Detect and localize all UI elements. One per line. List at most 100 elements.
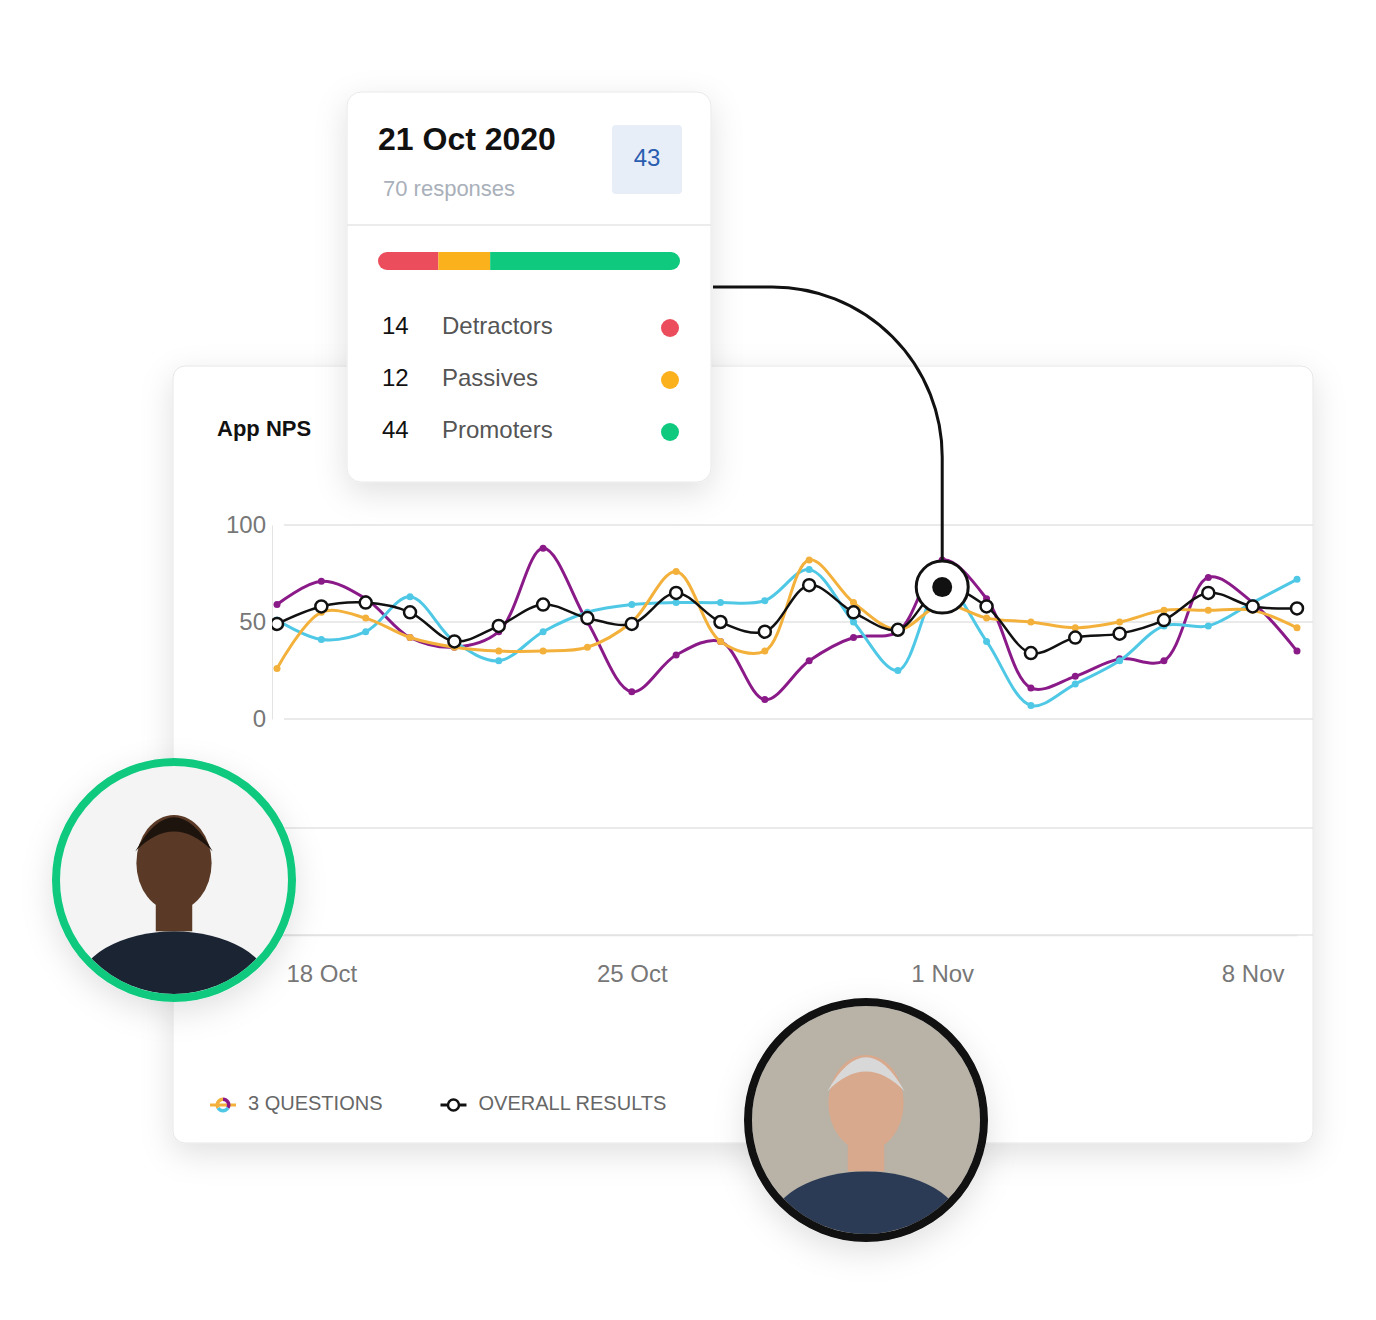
legend-swatch	[210, 1104, 236, 1107]
point	[806, 556, 813, 563]
score: 43	[634, 144, 661, 171]
legend-item: 3 QUESTIONS	[210, 1092, 382, 1114]
point	[448, 635, 460, 647]
connector	[713, 287, 942, 560]
legend-swatch	[217, 1107, 230, 1112]
grid-line	[284, 718, 1313, 720]
point	[1116, 657, 1123, 664]
point	[714, 616, 726, 628]
point	[1294, 576, 1301, 583]
point	[493, 620, 505, 632]
point	[495, 657, 502, 664]
point	[272, 618, 283, 630]
point	[1291, 602, 1303, 614]
point	[1205, 607, 1212, 614]
x-axis: 18 Oct 25 Oct 1 Nov 8 Nov	[278, 935, 1298, 987]
point	[1072, 673, 1079, 680]
point	[274, 601, 281, 608]
row-dot	[661, 371, 679, 389]
point	[1158, 614, 1170, 626]
bar-segment	[490, 252, 680, 270]
point	[806, 657, 813, 664]
legend-swatch	[448, 1100, 459, 1111]
series-line	[277, 570, 1297, 706]
point	[848, 606, 860, 618]
portrait	[744, 998, 988, 1285]
score-box	[612, 125, 682, 194]
portrait	[52, 758, 296, 1045]
point	[362, 615, 369, 622]
row-label: Passives	[442, 364, 538, 391]
point	[850, 634, 857, 641]
point	[892, 624, 904, 636]
legend-label: 3 QUESTIONS	[248, 1092, 382, 1114]
point	[495, 648, 502, 655]
point	[407, 634, 414, 641]
x-tick: 25 Oct	[597, 935, 668, 987]
y-tick-label: 50	[239, 608, 266, 635]
y-axis: 0 50 100	[226, 511, 273, 732]
point	[274, 665, 281, 672]
portrait-ring	[56, 762, 292, 998]
point	[362, 628, 369, 635]
row-value: 44	[382, 416, 409, 443]
y-tick: 100	[226, 511, 272, 538]
highlight-dot	[932, 577, 952, 597]
point	[983, 638, 990, 645]
point	[673, 651, 680, 658]
x-tick-label: 1 Nov	[911, 960, 974, 987]
point	[540, 648, 547, 655]
series-line	[277, 548, 1297, 699]
row-label: Detractors	[442, 312, 553, 339]
point	[404, 606, 416, 618]
point	[537, 599, 549, 611]
legend-label: OVERALL RESULTS	[478, 1092, 666, 1114]
point	[894, 667, 901, 674]
point	[1205, 622, 1212, 629]
row-dot	[661, 423, 679, 441]
row-value: 14	[382, 312, 409, 339]
point	[1160, 657, 1167, 664]
row-value: 12	[382, 364, 409, 391]
plot-area	[272, 545, 1303, 709]
portrait-hair	[135, 817, 213, 851]
point	[673, 568, 680, 575]
distribution-bar	[378, 252, 680, 270]
point	[981, 600, 993, 612]
point	[761, 597, 768, 604]
point	[1072, 681, 1079, 688]
point	[761, 696, 768, 703]
point	[1294, 648, 1301, 655]
point	[540, 545, 547, 552]
point	[1205, 574, 1212, 581]
point	[1247, 600, 1259, 612]
grid-line	[284, 524, 1313, 526]
bar-segment	[438, 252, 490, 270]
x-tick-label: 18 Oct	[286, 960, 357, 987]
portrait-hair	[827, 1057, 905, 1091]
divider	[284, 827, 1313, 829]
point	[584, 644, 591, 651]
highlight-ring	[916, 561, 968, 613]
legend-swatch	[216, 1098, 223, 1109]
tooltip: 21 Oct 202070 responses4314Detractors12P…	[347, 92, 711, 482]
point	[1025, 647, 1037, 659]
point	[1114, 628, 1126, 640]
point	[1027, 619, 1034, 626]
legend: 3 QUESTIONS OVERALL RESULTS	[210, 1092, 666, 1114]
point	[318, 636, 325, 643]
point	[803, 579, 815, 591]
point	[315, 600, 327, 612]
x-tick-label: 8 Nov	[1222, 960, 1285, 987]
y-tick-label: 100	[226, 511, 266, 538]
x-tick: 8 Nov	[1222, 935, 1285, 987]
point	[983, 615, 990, 622]
legend-item: OVERALL RESULTS	[440, 1092, 666, 1114]
tooltip-subtitle: 70 responses	[383, 176, 515, 201]
point	[360, 597, 372, 609]
point	[628, 688, 635, 695]
point	[540, 628, 547, 635]
point	[628, 601, 635, 608]
tooltip-card	[347, 92, 711, 482]
y-tick: 0	[253, 705, 272, 732]
